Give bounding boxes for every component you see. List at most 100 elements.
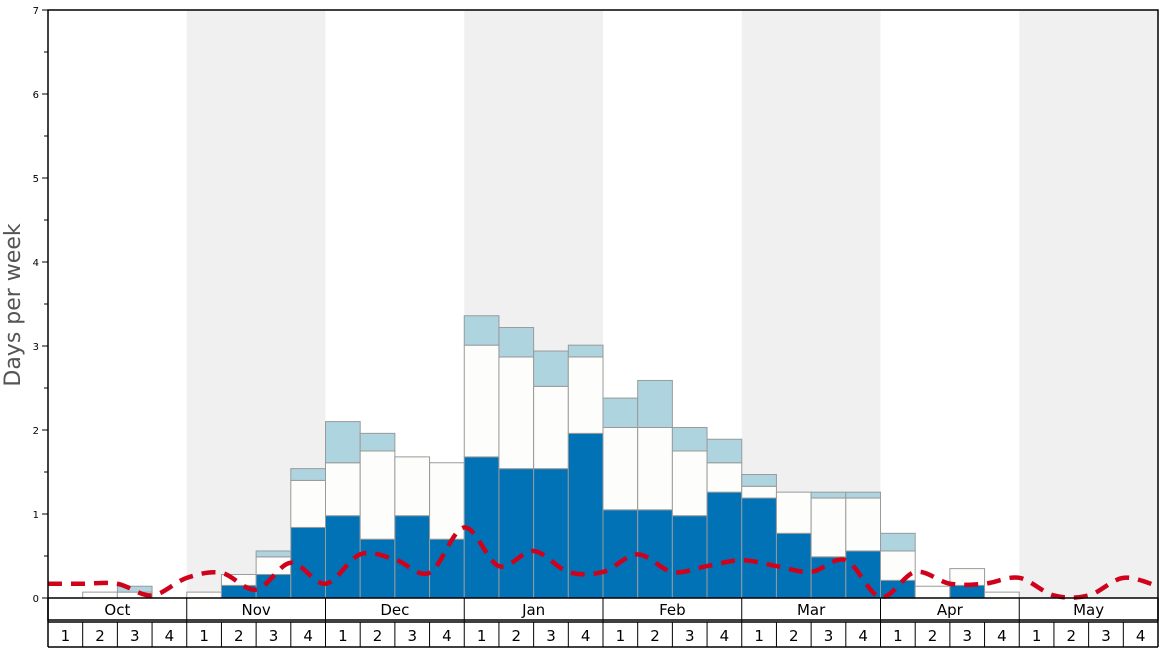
x-axis: Oct 1 2 3 4 Nov 1 2 3 4 Dec 1 2 3 4 Jan 1 2 3 4 Feb 1 2 3 4 Mar 1 2… (47, 597, 1159, 648)
month-band-may (1019, 10, 1158, 598)
y-tick-label: 5 (33, 174, 39, 185)
week-label: 1 (61, 627, 71, 645)
bar-week-21-series-2 (741, 485, 777, 499)
bar-week-17-series-1 (602, 509, 639, 599)
month-label-mar: Mar (797, 601, 826, 619)
bar-week-11-series-1 (394, 515, 431, 599)
bar-week-10-series-2 (359, 450, 396, 540)
bar-week-15-series-1 (533, 468, 569, 599)
bar-week-17-series-2 (602, 426, 639, 511)
bar-week-25-series-3 (880, 532, 916, 552)
bar-week-18-series-3 (637, 379, 673, 428)
bar-week-12-series-2 (429, 462, 465, 540)
bar-week-15-series-2 (533, 385, 569, 470)
bar-week-5-series-2 (186, 591, 222, 599)
week-label: 4 (581, 627, 591, 645)
plot-frame (47, 9, 1159, 621)
month-label-jan: Jan (521, 601, 545, 619)
month-background-bands (186, 10, 1158, 598)
bar-week-16-series-2 (567, 356, 604, 434)
bar-week-15-series-3 (533, 350, 569, 387)
bar-week-20-series-3 (706, 438, 743, 464)
bar-week-12-series-1 (429, 538, 465, 599)
bar-week-24-series-1 (845, 550, 881, 599)
bar-week-14-series-1 (498, 468, 535, 599)
week-label: 4 (720, 627, 730, 645)
week-label: 2 (234, 627, 244, 645)
bar-week-22-series-2 (775, 491, 812, 534)
month-label-may: May (1073, 601, 1104, 619)
bar-week-10-series-3 (359, 432, 396, 452)
week-label: 1 (477, 627, 487, 645)
week-label: 4 (1136, 627, 1146, 645)
y-tick-label: 4 (33, 258, 39, 269)
bar-week-2-series-2 (82, 591, 118, 599)
bar-week-13-series-2 (463, 344, 500, 458)
week-label: 3 (130, 627, 140, 645)
week-label: 3 (407, 627, 417, 645)
week-label: 1 (199, 627, 209, 645)
y-tick-label: 0 (33, 594, 39, 605)
y-tick-label: 7 (33, 6, 39, 17)
week-label: 1 (616, 627, 626, 645)
bar-week-21-series-3 (741, 474, 777, 487)
bar-week-24-series-2 (845, 497, 881, 552)
bar-week-11-series-2 (394, 456, 431, 517)
y-tick-label: 6 (33, 90, 39, 101)
bar-week-23-series-3 (810, 491, 847, 499)
bar-week-27-series-1 (949, 584, 986, 599)
y-tick-label: 3 (33, 342, 39, 353)
bar-week-24-series-3 (845, 491, 881, 499)
bar-week-20-series-1 (706, 491, 743, 599)
week-label: 2 (789, 627, 799, 645)
bar-week-20-series-2 (706, 462, 743, 493)
week-label: 4 (858, 627, 868, 645)
week-label: 1 (754, 627, 764, 645)
week-label: 3 (1101, 627, 1111, 645)
bar-week-13-series-3 (463, 315, 500, 346)
bar-week-16-series-3 (567, 344, 604, 358)
week-label: 3 (546, 627, 556, 645)
week-label: 2 (1067, 627, 1077, 645)
bar-week-8-series-2 (290, 479, 326, 528)
week-label: 2 (373, 627, 383, 645)
bar-week-8-series-3 (290, 468, 326, 481)
week-label: 4 (303, 627, 313, 645)
bar-week-3-series-3 (116, 585, 153, 593)
week-label: 2 (95, 627, 105, 645)
bar-week-7-series-3 (255, 550, 292, 558)
month-label-nov: Nov (241, 601, 270, 619)
week-label: 3 (685, 627, 695, 645)
week-label: 3 (962, 627, 972, 645)
y-tick-label: 2 (33, 426, 39, 437)
bar-week-28-series-2 (984, 591, 1020, 599)
week-label: 4 (997, 627, 1007, 645)
month-label-oct: Oct (104, 601, 130, 619)
bar-week-19-series-3 (671, 426, 708, 452)
bar-week-21-series-1 (741, 497, 777, 599)
month-label-apr: Apr (937, 601, 964, 619)
bar-week-17-series-3 (602, 397, 639, 428)
week-label: 1 (893, 627, 903, 645)
bar-week-8-series-1 (290, 526, 326, 599)
bar-week-9-series-2 (325, 462, 361, 517)
week-label: 3 (824, 627, 834, 645)
bar-week-14-series-3 (498, 327, 535, 358)
bar-week-10-series-1 (359, 538, 396, 599)
bar-week-14-series-2 (498, 356, 535, 470)
month-label-feb: Feb (659, 601, 686, 619)
bar-week-23-series-1 (810, 556, 847, 599)
y-tick-label: 1 (33, 510, 39, 521)
bar-week-22-series-1 (775, 532, 812, 599)
bar-week-18-series-2 (637, 426, 673, 511)
month-label-dec: Dec (380, 601, 409, 619)
bar-week-19-series-2 (671, 450, 708, 517)
week-label: 4 (165, 627, 175, 645)
bars-layer (82, 315, 1020, 599)
week-label: 3 (269, 627, 279, 645)
average-dashed-line (48, 525, 1159, 600)
week-label: 2 (512, 627, 522, 645)
bar-week-16-series-1 (567, 432, 604, 599)
bar-week-19-series-1 (671, 515, 708, 599)
